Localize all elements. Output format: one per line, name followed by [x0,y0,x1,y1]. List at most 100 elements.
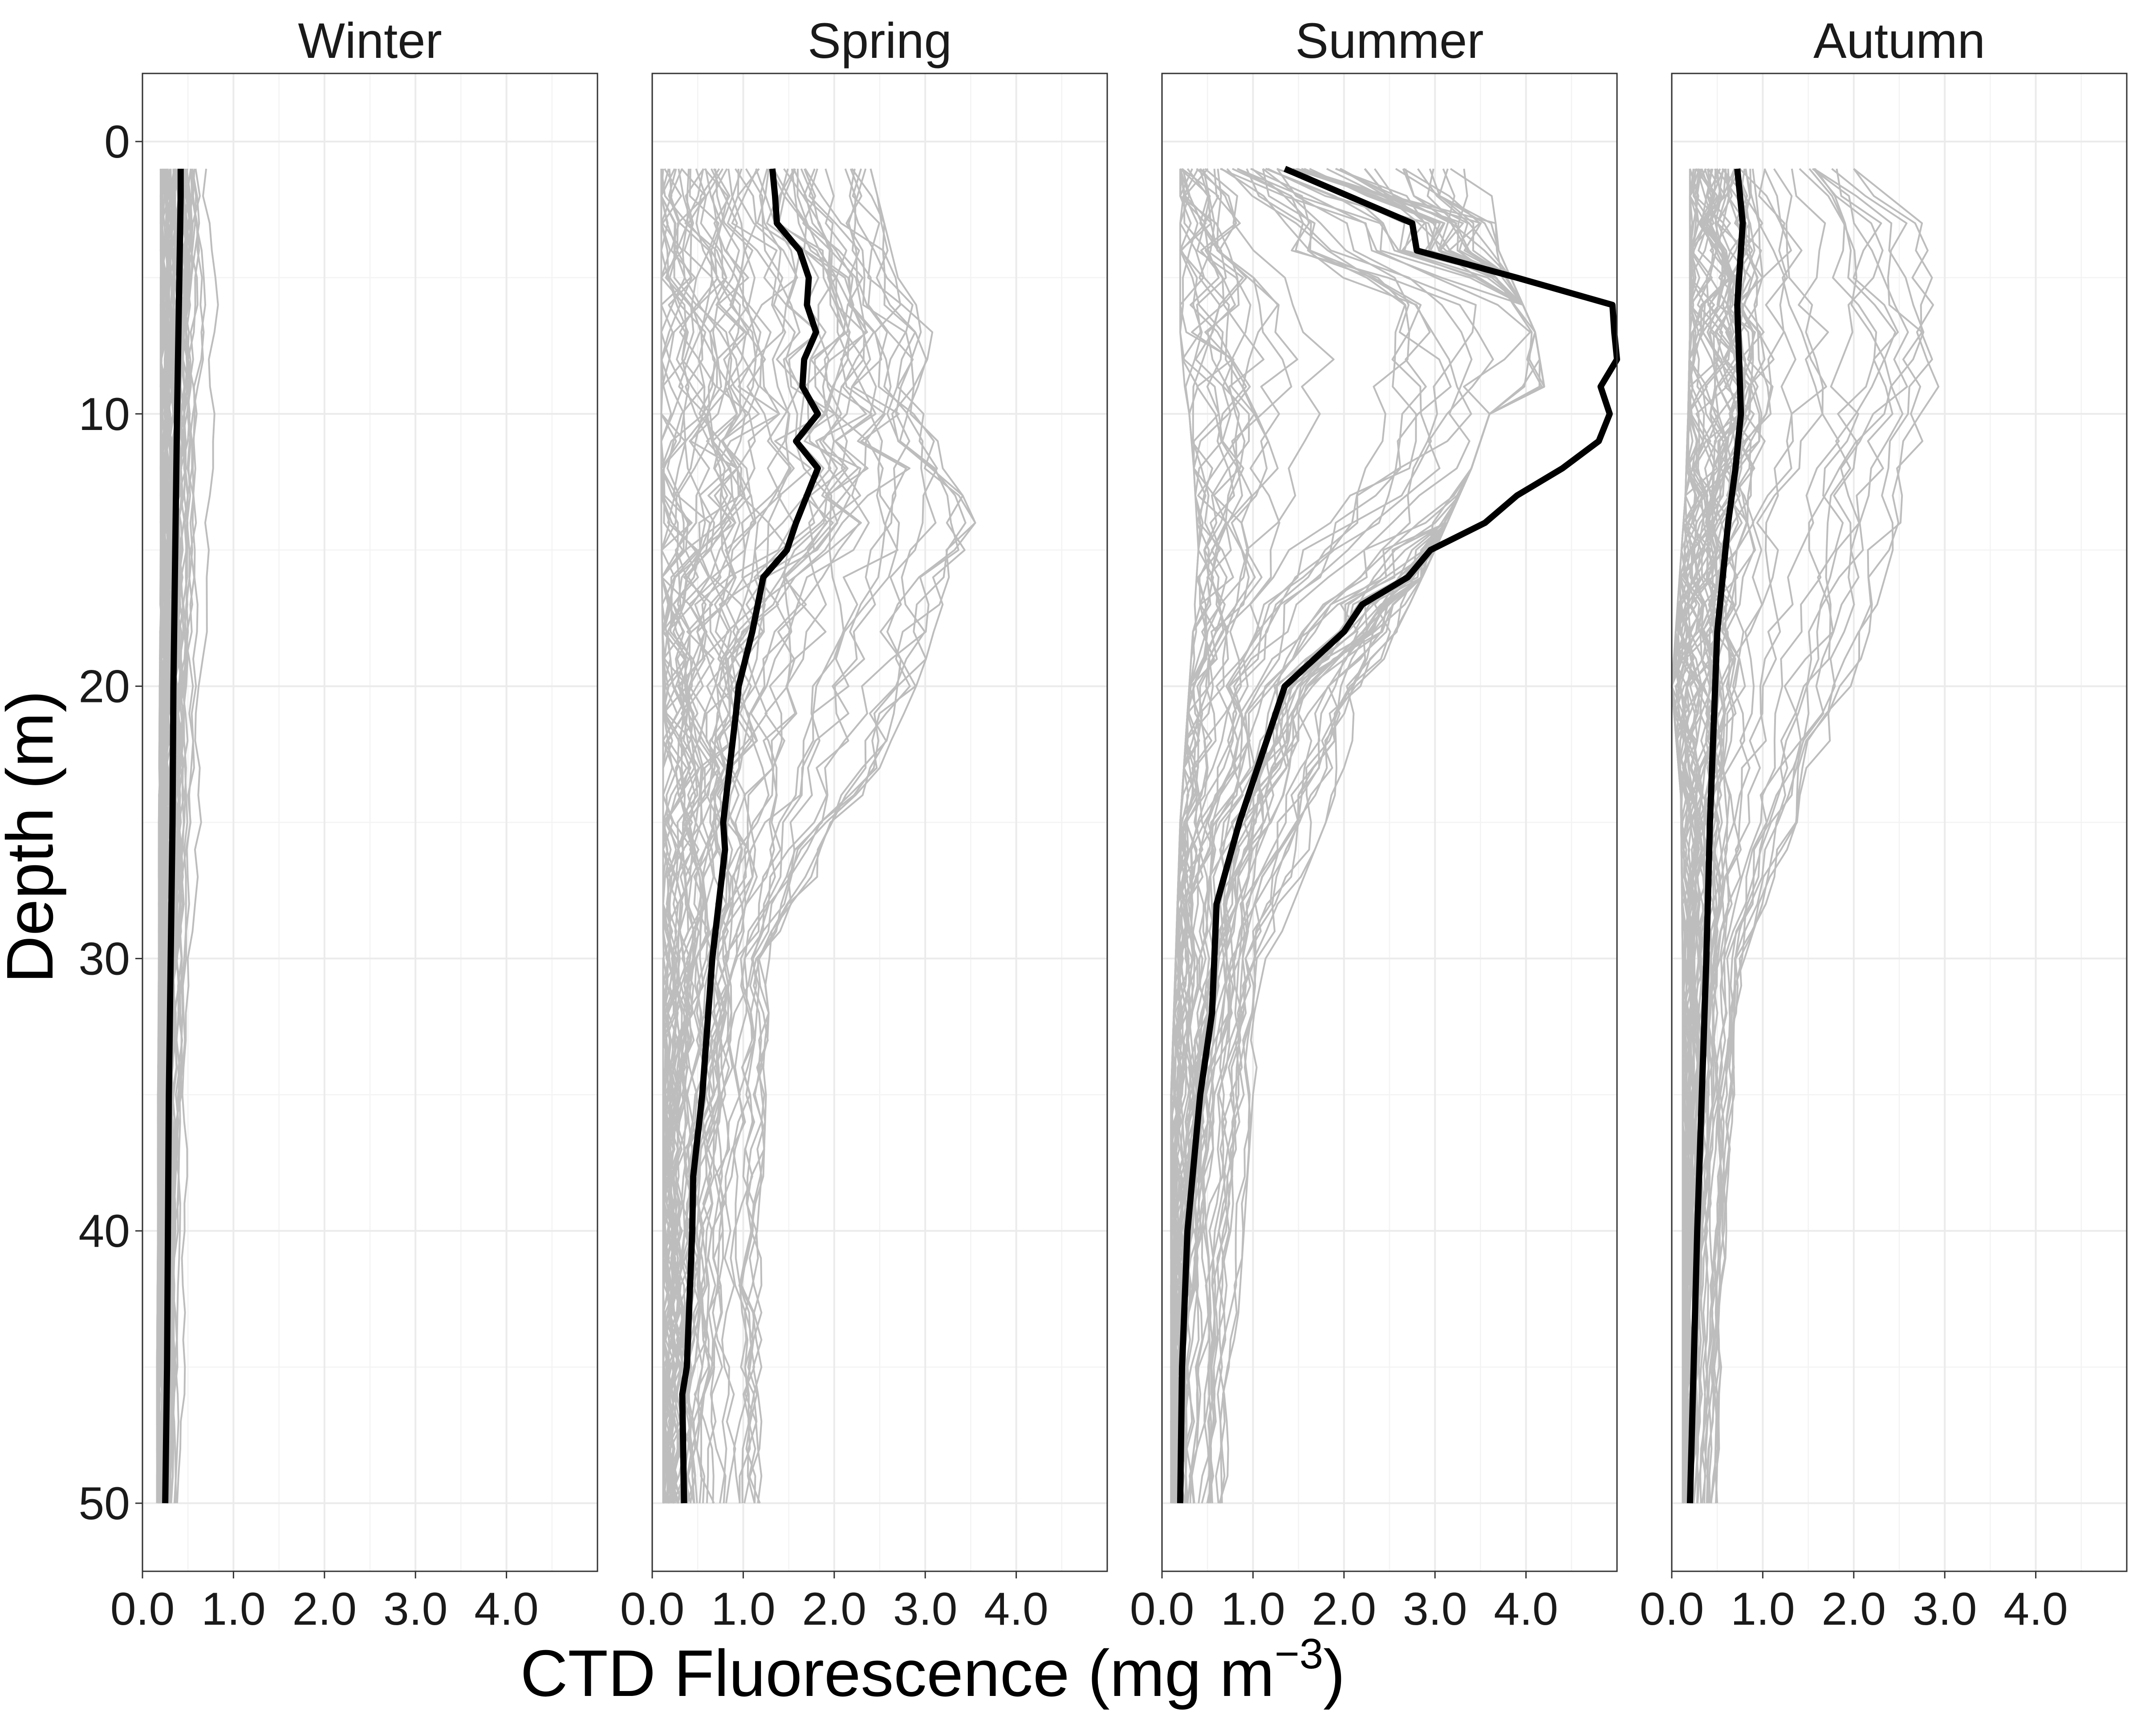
profile-line [740,168,976,1504]
profile-line [660,168,693,1504]
x-tick-label: 3.0 [893,1583,958,1635]
profile-line [730,168,959,1503]
profile-line [1171,168,1545,1504]
profile-line [1170,168,1298,1504]
profile-line [168,168,193,1504]
x-tick-label: 0.0 [110,1583,175,1635]
panel-title: Winter [298,13,442,69]
profile-line [1714,168,1933,1504]
x-tick-label: 1.0 [1221,1583,1285,1635]
y-tick-label: 0 [104,116,130,168]
x-tick-label: 4.0 [1494,1583,1558,1635]
profile-line [694,168,861,1504]
profile-line [680,168,886,1504]
x-axis-title-main: CTD Fluorescence (mg m [520,1637,1275,1710]
x-tick-label: 3.0 [1913,1583,1977,1635]
x-tick-label: 4.0 [2003,1583,2068,1635]
profile-line [1219,168,1545,1504]
panel-border [1671,73,2128,1572]
mean-profile-line-autumn [1686,168,1746,1504]
x-tick-label: 2.0 [802,1583,867,1635]
panel-autumn: Autumn 0.0 1.0 2.0 3.0 4.0 [1640,13,2128,1635]
y-tick-label: 50 [78,1478,130,1529]
panel-border [142,73,598,1572]
profile-line [172,169,205,1504]
profile-line [712,168,900,1504]
profile-line [679,168,911,1504]
profile-line [1710,168,1925,1504]
x-axis-title: CTD Fluorescence (mg m−3) [520,1630,1345,1710]
panel-title: Autumn [1813,13,1985,69]
profile-line [1173,168,1543,1504]
profile-line [1707,168,1899,1504]
profile-line [721,168,907,1504]
profile-line [740,168,976,1504]
profile-line [666,168,760,1504]
profile-line [665,168,746,1504]
profile-line [1699,168,1840,1504]
x-tick-label: 3.0 [383,1583,448,1635]
profile-line [1693,168,1827,1504]
profile-line [1218,168,1545,1504]
panel-border [651,73,1108,1572]
profile-line [1703,168,1885,1504]
profile-line [732,168,914,1504]
profile-line [1215,168,1545,1504]
profile-line [1170,168,1212,1503]
panel-winter: Winter 0.0 1.0 2.0 3.0 4.0 [110,13,598,1635]
profile-line [1704,168,1884,1504]
y-tick-label: 30 [78,933,130,985]
profile-line [1170,168,1452,1504]
profile-line [662,168,757,1504]
x-tick-label: 1.0 [711,1583,776,1635]
mean-profile-line-summer [1177,166,1620,1504]
x-tick-label: 0.0 [1640,1583,1704,1635]
x-axis-title-close: ) [1323,1637,1345,1710]
panel-spring: Spring 0.0 1.0 2.0 3.0 4.0 [620,13,1108,1635]
profile-line [1697,168,1824,1504]
profile-line [1206,168,1541,1504]
x-tick-label: 1.0 [1731,1583,1795,1635]
x-tick-label: 2.0 [293,1583,357,1635]
y-tick-label: 10 [78,389,130,440]
x-tick-label: 0.0 [1130,1583,1194,1635]
y-tick-label: 20 [78,661,130,713]
profile-line [1174,168,1431,1504]
profile-line [1695,168,1796,1504]
x-tick-label: 2.0 [1312,1583,1377,1635]
y-axis-title: Depth (m) [0,690,67,983]
x-tick-label: 0.0 [620,1583,685,1635]
profile-line [695,168,870,1504]
profile-line [176,168,219,1504]
x-tick-label: 3.0 [1403,1583,1467,1635]
profile-line [156,169,168,1503]
profile-line [1706,168,1909,1504]
profiles-spring [660,168,976,1504]
profile-line [668,168,791,1504]
x-axis-title-superscript: −3 [1275,1630,1323,1678]
profile-line [1682,168,1727,1504]
profile-line [1715,168,1940,1504]
panel-summer: Summer 0.0 1.0 2.0 3.0 4.0 [1130,13,1620,1635]
profile-line [1671,168,1700,1503]
profile-line [711,168,899,1504]
x-tick-label: 4.0 [474,1583,539,1635]
panel-border [1161,73,1618,1572]
profile-line [666,168,756,1504]
profiles-summer [1170,168,1545,1504]
y-axis: 0 10 20 30 40 50 [78,116,142,1529]
panels-layer: Winter 0.0 1.0 2.0 3.0 4.0 Spring 0.0 1.0 2.0 3.0 4… [110,13,2128,1635]
x-tick-label: 1.0 [201,1583,266,1635]
x-tick-label: 2.0 [1822,1583,1886,1635]
mean-profile-line-spring [679,168,821,1504]
panel-title: Spring [808,13,952,69]
panel-title: Summer [1295,13,1483,69]
profile-line [662,168,743,1504]
x-tick-label: 4.0 [984,1583,1048,1635]
mean-profile-line-winter [162,169,184,1504]
profile-line [1220,168,1545,1504]
profile-line [1701,168,1877,1504]
profile-line [660,169,685,1504]
profile-line [1181,168,1545,1504]
